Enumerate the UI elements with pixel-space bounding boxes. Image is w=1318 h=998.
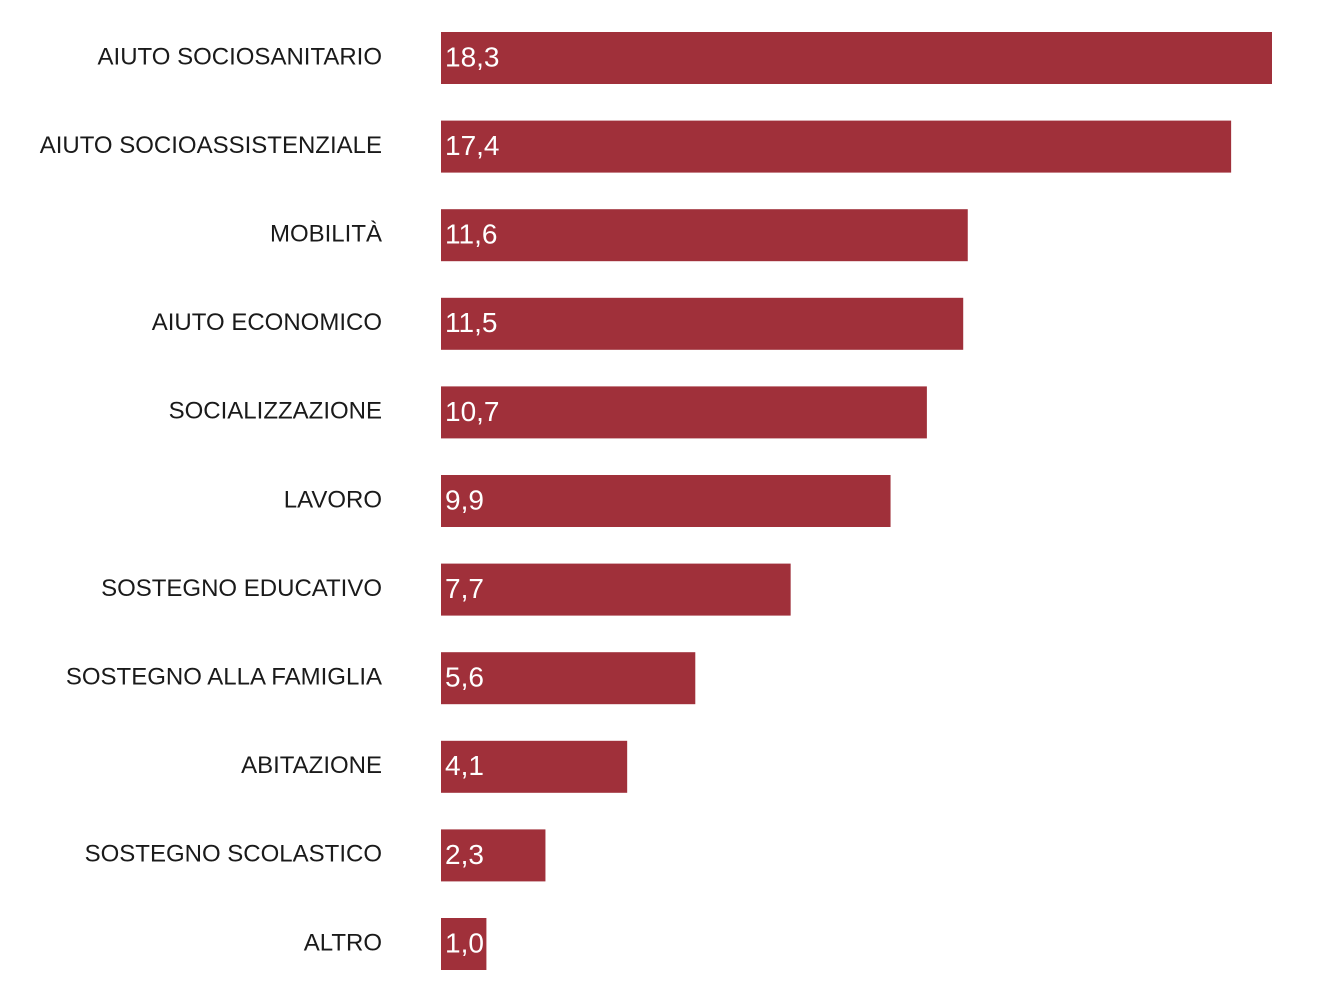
bar [441, 297, 964, 350]
value-label: 17,4 [445, 130, 500, 161]
bar [441, 120, 1232, 173]
category-label: AIUTO SOCIOASSISTENZIALE [40, 132, 382, 159]
value-label: 9,9 [445, 484, 484, 515]
category-label: SOSTEGNO ALLA FAMIGLIA [66, 664, 382, 691]
category-label: LAVORO [284, 486, 382, 513]
category-label: MOBILITÀ [270, 221, 382, 248]
value-label: 11,5 [445, 307, 497, 338]
category-label: ALTRO [304, 929, 382, 956]
bar [441, 829, 546, 882]
category-label: AIUTO SOCIOSANITARIO [98, 43, 382, 70]
value-labels: 18,3 17,4 11,6 11,5 10,7 9,9 7,7 5,6 4,1 2,3 1,0 [445, 41, 500, 958]
value-label: 2,3 [445, 839, 484, 870]
bar [441, 475, 891, 527]
bar [441, 32, 1272, 84]
category-labels: AIUTO SOCIOSANITARIO AIUTO SOCIOASSISTENZ… [40, 43, 382, 956]
bar [441, 386, 927, 439]
bar [441, 209, 968, 262]
category-label: SOSTEGNO SCOLASTICO [85, 841, 382, 868]
bar [441, 652, 696, 705]
category-label: AIUTO ECONOMICO [152, 309, 382, 336]
value-label: 4,1 [445, 750, 484, 781]
value-label: 10,7 [445, 396, 500, 427]
category-label: SOSTEGNO EDUCATIVO [101, 575, 382, 602]
value-label: 5,6 [445, 662, 484, 693]
category-label: ABITAZIONE [241, 752, 382, 779]
value-label: 11,6 [445, 219, 497, 250]
bar [441, 563, 791, 616]
value-label: 7,7 [445, 573, 484, 604]
bar [441, 918, 487, 970]
value-label: 18,3 [445, 41, 500, 72]
category-label: SOCIALIZZAZIONE [169, 398, 382, 425]
bars [441, 32, 1272, 970]
value-label: 1,0 [445, 927, 484, 958]
bar [441, 740, 628, 793]
